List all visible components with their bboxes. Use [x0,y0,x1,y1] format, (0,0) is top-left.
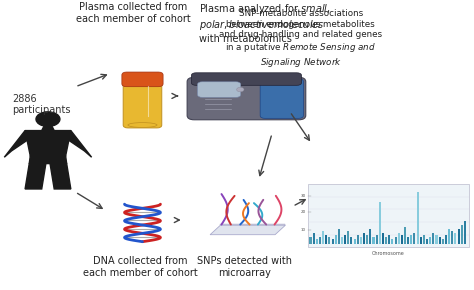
Bar [392,240,393,244]
Bar [375,235,378,244]
FancyBboxPatch shape [122,72,163,87]
FancyBboxPatch shape [187,77,306,120]
Polygon shape [4,130,30,157]
Bar [385,238,387,244]
Bar [350,238,353,244]
Bar [442,240,444,244]
Bar [417,192,419,244]
Bar [322,231,324,244]
Text: Chromosome: Chromosome [372,251,405,256]
Polygon shape [220,224,285,225]
Ellipse shape [128,123,157,127]
FancyBboxPatch shape [198,82,241,97]
Bar [420,238,422,244]
FancyBboxPatch shape [123,80,162,128]
Bar [451,231,453,244]
Polygon shape [50,164,71,189]
Polygon shape [65,130,91,157]
Bar [366,235,368,244]
Text: SNPs detected with
microarray: SNPs detected with microarray [197,256,292,278]
Bar [445,235,447,244]
Text: SNP-metabolite associations
between endogenous metabolites
and drug-handling and: SNP-metabolite associations between endo… [219,9,383,69]
Bar [331,240,334,244]
Bar [455,233,456,244]
Bar [363,233,365,244]
Bar [360,238,362,244]
Bar [369,229,372,244]
Circle shape [36,112,60,126]
Bar [423,235,425,244]
Bar [325,235,327,244]
Bar [436,235,438,244]
Bar [429,238,431,244]
FancyBboxPatch shape [260,79,303,118]
Bar [394,238,397,244]
Bar [347,231,349,244]
Bar [319,238,321,244]
Bar [373,238,374,244]
Bar [404,227,406,244]
Text: 20: 20 [301,210,306,214]
Text: 10: 10 [301,228,306,232]
Bar [461,225,463,244]
Text: Plasma collected from
each member of cohort: Plasma collected from each member of coh… [76,2,191,24]
Bar [310,238,311,244]
Bar [398,233,400,244]
Bar [316,240,318,244]
Bar [328,238,330,244]
Polygon shape [29,156,67,164]
Bar [432,233,434,244]
Text: 30: 30 [301,194,306,198]
Bar [357,235,359,244]
Bar [407,238,409,244]
Bar [401,235,403,244]
Bar [426,240,428,244]
Bar [354,240,356,244]
Bar [382,233,384,244]
Bar [413,233,416,244]
Circle shape [237,87,244,92]
Bar [410,235,412,244]
Bar [438,238,441,244]
Bar [464,221,466,244]
Bar [457,229,460,244]
Polygon shape [210,225,285,235]
Bar [344,235,346,244]
FancyBboxPatch shape [191,73,301,85]
Bar [338,229,340,244]
Bar [313,233,315,244]
Bar [448,229,450,244]
Polygon shape [25,164,46,189]
Bar [341,238,343,244]
Text: Plasma analyzed for $\it{small,}$
$\it{polar, bioactive molecules}$
with metabol: Plasma analyzed for $\it{small,}$ $\it{p… [199,2,331,44]
Bar [379,202,381,244]
Bar [388,235,390,244]
Text: 2886
participants: 2886 participants [12,94,71,115]
Text: DNA collected from
each member of cohort: DNA collected from each member of cohort [83,256,198,278]
Polygon shape [42,126,54,130]
FancyBboxPatch shape [308,184,469,247]
Bar [335,235,337,244]
Polygon shape [25,130,71,156]
